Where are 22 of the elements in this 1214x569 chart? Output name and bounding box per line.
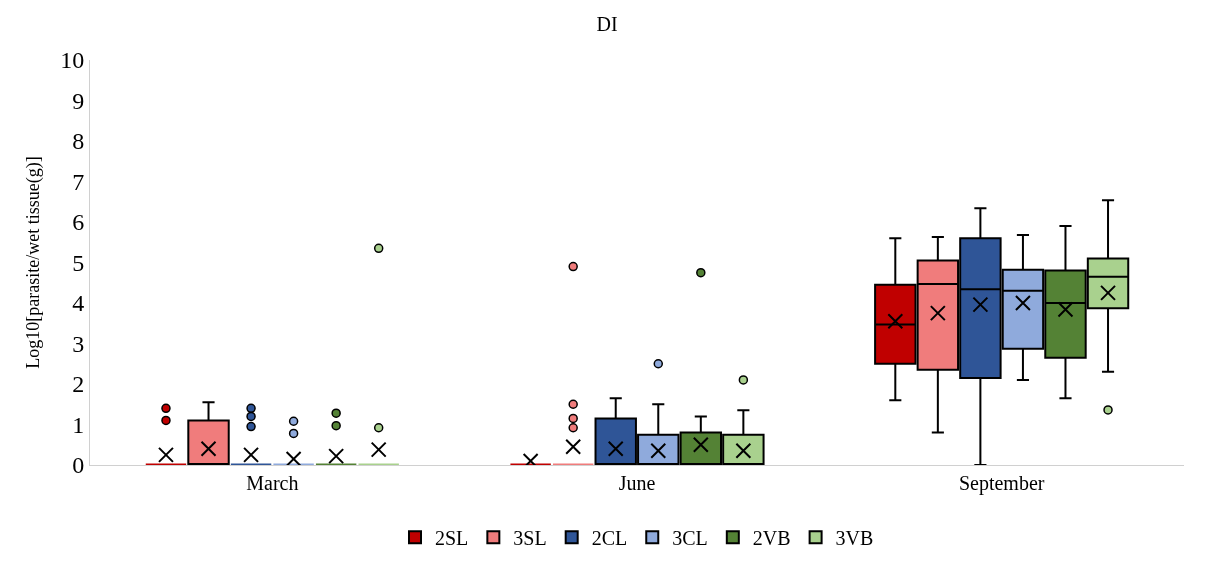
chart-title: DI (596, 13, 618, 36)
legend-label: 3SL (513, 526, 547, 549)
y-tick-label: 6 (72, 209, 85, 236)
legend-label: 3VB (835, 526, 874, 549)
legend-label: 2VB (752, 526, 791, 549)
y-tick-label: 9 (72, 87, 85, 114)
y-tick-label: 8 (72, 128, 85, 155)
x-tick-label: September (958, 472, 1045, 495)
x-tick-label: March (246, 472, 299, 494)
y-tick-label: 0 (72, 452, 85, 479)
y-tick-label: 10 (60, 47, 85, 74)
x-tick-label: June (618, 472, 656, 494)
y-axis-title: Log10[parasite/wet tissue(g)] (23, 156, 45, 369)
legend-label: 2CL (591, 526, 628, 549)
y-tick-label: 5 (72, 249, 85, 276)
legend-label: 3CL (672, 526, 708, 549)
y-tick-label: 2 (72, 371, 85, 398)
y-tick-label: 1 (72, 411, 85, 438)
legend-label: 2SL (435, 526, 469, 549)
y-tick-label: 4 (72, 290, 85, 317)
y-tick-label: 7 (72, 168, 85, 195)
y-tick-label: 3 (72, 330, 85, 357)
